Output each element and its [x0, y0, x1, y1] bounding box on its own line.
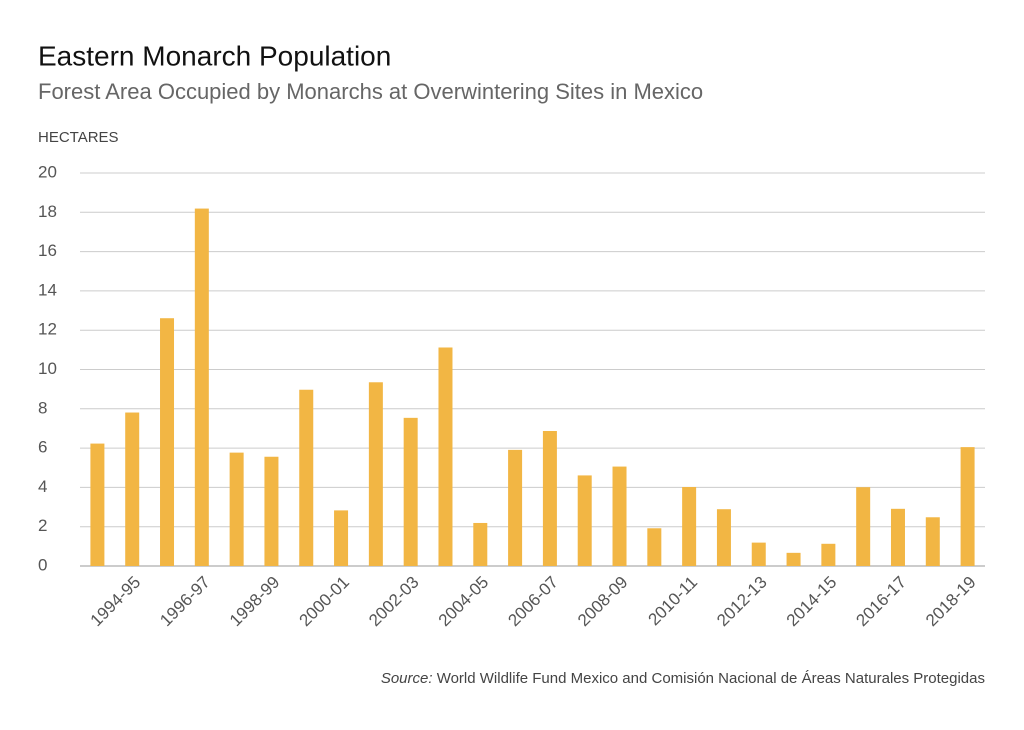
x-tick-label: 2012-13	[713, 573, 771, 631]
bar	[160, 318, 175, 566]
bar	[716, 509, 731, 566]
x-tick-label: 2016-17	[852, 573, 910, 631]
y-tick-label: 14	[38, 280, 57, 299]
y-tick-label: 8	[38, 398, 47, 417]
bar	[473, 522, 488, 566]
bar	[856, 487, 871, 566]
x-tick-label: 2010-11	[644, 573, 701, 630]
x-tick-label: 1996-97	[156, 573, 214, 631]
bar	[194, 208, 209, 566]
y-tick-label: 6	[38, 438, 47, 457]
y-tick-label: 10	[38, 359, 57, 378]
bar	[229, 452, 244, 566]
bar	[508, 449, 523, 566]
x-tick-label: 1998-99	[226, 573, 284, 631]
bar	[960, 447, 975, 566]
bar	[751, 542, 766, 566]
y-tick-label: 18	[38, 202, 57, 221]
y-tick-label: 16	[38, 241, 57, 260]
y-tick-label: 0	[38, 555, 47, 574]
x-tick-label: 2018-19	[922, 573, 980, 631]
bar	[682, 487, 697, 566]
bar	[438, 347, 453, 566]
y-axis-label: HECTARES	[38, 129, 119, 146]
x-tick-label: 2006-07	[504, 573, 562, 631]
source-text: World Wildlife Fund Mexico and Comisión …	[437, 670, 985, 687]
y-tick-label: 12	[38, 320, 57, 339]
source-label: Source:	[381, 670, 433, 687]
y-tick-label: 20	[38, 162, 57, 181]
y-tick-label: 2	[38, 516, 47, 535]
bar	[612, 466, 627, 566]
x-tick-label: 2008-09	[574, 573, 632, 631]
x-tick-label: 2000-01	[296, 573, 354, 631]
bar	[368, 382, 383, 566]
bar	[403, 417, 418, 566]
x-tick-label: 2014-15	[783, 573, 841, 631]
x-tick-label: 2004-05	[435, 573, 493, 631]
bar	[299, 389, 314, 566]
bar	[925, 517, 940, 566]
chart-subtitle: Forest Area Occupied by Monarchs at Over…	[38, 79, 703, 104]
source: Source: World Wildlife Fund Mexico and C…	[381, 670, 985, 687]
bar	[334, 510, 349, 566]
bar	[264, 456, 279, 566]
bar	[647, 528, 662, 566]
bar	[786, 552, 801, 566]
bar	[890, 508, 905, 566]
bar	[821, 543, 836, 566]
bar	[577, 475, 592, 566]
bar	[125, 412, 140, 566]
bar	[90, 443, 105, 566]
x-tick-label: 2002-03	[365, 573, 423, 631]
chart-title: Eastern Monarch Population	[38, 40, 391, 71]
bar	[542, 431, 557, 566]
y-tick-label: 4	[38, 477, 47, 496]
x-tick-label: 1994-95	[87, 573, 145, 631]
